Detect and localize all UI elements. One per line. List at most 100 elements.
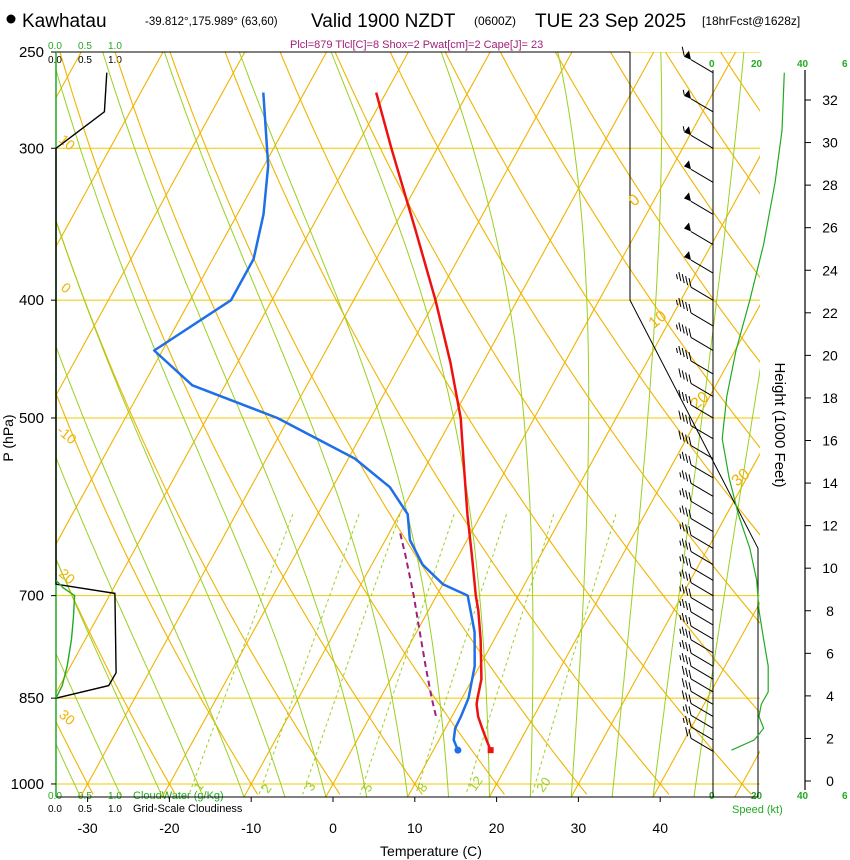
speed-bottom-40: 40 bbox=[797, 791, 809, 802]
wind-barb-half bbox=[679, 556, 682, 562]
wind-barb-staff bbox=[690, 312, 714, 327]
wind-barb-staff bbox=[690, 597, 714, 611]
wind-barb-half bbox=[682, 126, 685, 132]
dry-adiabat-line bbox=[499, 52, 760, 449]
wind-barb-full bbox=[681, 432, 685, 442]
wind-barb-staff bbox=[690, 652, 714, 667]
wind-barb bbox=[678, 389, 714, 419]
isotherm-line bbox=[79, 52, 491, 797]
wind-barb bbox=[682, 126, 714, 149]
wind-barb bbox=[679, 554, 714, 581]
wind-barb-half bbox=[679, 472, 682, 478]
wind-barb-half bbox=[675, 274, 678, 280]
wind-barb-full bbox=[688, 278, 692, 288]
wind-barb-half bbox=[679, 628, 682, 634]
wind-barb bbox=[683, 160, 714, 183]
wind-barb-full bbox=[685, 301, 689, 312]
wind-barb bbox=[679, 522, 714, 549]
plot-frame bbox=[55, 51, 758, 798]
wind-barb-full bbox=[685, 727, 689, 737]
isotherm-line bbox=[243, 52, 655, 797]
wind-barb-full bbox=[688, 395, 692, 406]
wind-barb-full bbox=[678, 430, 682, 440]
p-tick-label: 400 bbox=[19, 292, 44, 309]
dry-adiabat-label-0: 0 bbox=[58, 279, 74, 296]
wind-barb-full bbox=[678, 297, 682, 308]
moist-adiabat-line bbox=[557, 52, 590, 797]
wind-barb-full bbox=[688, 526, 692, 536]
dry-adiabat-line bbox=[831, 52, 850, 794]
valid-date: TUE 23 Sep 2025 bbox=[535, 11, 686, 32]
valid-time: Valid 1900 NZDT bbox=[311, 11, 456, 32]
wind-barb-full bbox=[681, 470, 685, 480]
cloud-top-black-05: 0.5 bbox=[78, 55, 92, 66]
mixing-ratio-line bbox=[531, 514, 617, 795]
wind-barb-full bbox=[685, 393, 689, 404]
wind-barb-full bbox=[688, 573, 692, 583]
wind-barb-full bbox=[681, 46, 685, 56]
cloud-bottom-black-05: 0.5 bbox=[78, 804, 92, 815]
wind-barb-staff bbox=[690, 168, 714, 183]
wind-barb-staff bbox=[690, 200, 714, 215]
wind-barb-staff bbox=[690, 690, 714, 705]
wind-barb-flag bbox=[683, 222, 691, 232]
speed-top-40: 40 bbox=[797, 59, 809, 70]
x-tick-label: -10 bbox=[241, 820, 261, 836]
wind-barb-full bbox=[681, 554, 685, 564]
height-tick-label: 24 bbox=[822, 262, 838, 278]
moist-adiabat-line bbox=[693, 367, 760, 797]
wind-barb-full bbox=[681, 538, 685, 548]
wind-barb-full bbox=[685, 586, 689, 596]
wind-barb bbox=[679, 488, 714, 515]
wind-barb bbox=[678, 368, 714, 397]
wind-barb-full bbox=[688, 558, 692, 568]
wind-barb-full bbox=[685, 453, 689, 463]
y-axis-title: P (hPa) bbox=[0, 414, 16, 461]
surface-temp-marker bbox=[487, 747, 494, 754]
dry-adiabat-line bbox=[56, 720, 94, 795]
height-tick-label: 28 bbox=[822, 177, 838, 193]
mixing-ratio-label-12: 12 bbox=[465, 773, 486, 793]
wind-barb bbox=[682, 89, 714, 113]
wind-barb-full bbox=[685, 715, 689, 726]
wind-barb bbox=[679, 612, 714, 640]
wind-barb-full bbox=[688, 374, 692, 384]
moist-adiabat-line bbox=[56, 218, 286, 797]
freezing-envelope bbox=[629, 52, 759, 797]
wind-barb-full bbox=[681, 665, 685, 676]
mixing-ratio-label-5: 5 bbox=[359, 780, 375, 795]
dry-adiabat-line bbox=[609, 52, 760, 279]
height-axis-title: Height (1000 Feet) bbox=[771, 362, 788, 487]
wind-barb-half bbox=[679, 586, 682, 592]
wind-barb-full bbox=[685, 600, 689, 611]
wind-barb-full bbox=[685, 642, 689, 652]
speed-axis-label: Speed (kt) bbox=[732, 804, 783, 816]
wind-barb-staff bbox=[690, 518, 714, 532]
wind-barb-full bbox=[685, 540, 689, 550]
mixing-ratio-line bbox=[188, 514, 294, 795]
moist-adiabat-line bbox=[56, 652, 122, 797]
wind-barb-full bbox=[688, 602, 692, 613]
wind-barb bbox=[683, 222, 714, 245]
mixing-ratio-line bbox=[258, 514, 360, 795]
wind-barb-staff bbox=[690, 500, 714, 515]
wind-barb bbox=[682, 715, 714, 741]
wind-barb-full bbox=[681, 584, 685, 594]
wind-barb-staff bbox=[690, 425, 714, 440]
wind-barb-staff bbox=[690, 259, 714, 274]
wind-barb-full bbox=[685, 571, 689, 581]
moist-adiabat-line bbox=[102, 52, 368, 797]
isotherm-label-30: 30 bbox=[729, 466, 754, 491]
wind-barb-full bbox=[688, 509, 692, 519]
wind-barb bbox=[682, 704, 714, 729]
height-tick-label: 6 bbox=[826, 645, 834, 661]
wind-barb-full bbox=[688, 474, 692, 484]
isotherms bbox=[56, 52, 760, 797]
wind-barb-full bbox=[681, 522, 685, 532]
wind-barb bbox=[679, 569, 714, 597]
height-tick-label: 20 bbox=[822, 347, 838, 363]
wind-barb-staff bbox=[690, 464, 714, 479]
moist-adiabat-line bbox=[163, 52, 409, 797]
mixing-ratio-line bbox=[465, 514, 555, 795]
wind-barb bbox=[683, 192, 714, 215]
